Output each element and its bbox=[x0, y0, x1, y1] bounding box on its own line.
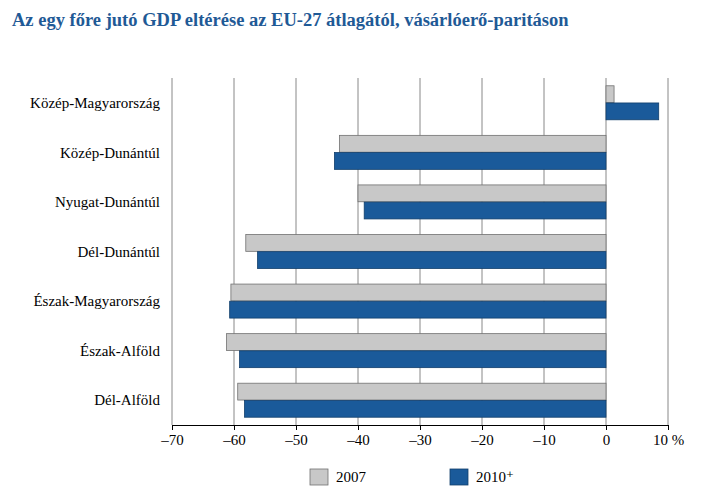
tick: –20 bbox=[470, 425, 494, 448]
bar bbox=[231, 284, 606, 301]
legend-label: 2010⁺ bbox=[476, 469, 514, 485]
bar bbox=[358, 185, 606, 202]
grid-line bbox=[234, 78, 235, 425]
category-label: Észak-Magyarország bbox=[33, 293, 160, 309]
tick-label: –70 bbox=[160, 432, 184, 448]
tick-mark bbox=[606, 425, 607, 430]
tick-mark bbox=[358, 425, 359, 430]
x-axis: –70 –60 –50 –40 –30 –20 –10 0 10 % bbox=[160, 425, 684, 448]
tick-label: –30 bbox=[408, 432, 432, 448]
grid-line bbox=[668, 78, 669, 425]
tick-mark bbox=[668, 425, 669, 430]
category-label: Dél-Dunántúl bbox=[78, 244, 160, 260]
tick: –10 bbox=[532, 425, 556, 448]
tick-label: 10 % bbox=[653, 432, 684, 448]
bar bbox=[339, 135, 606, 152]
tick: 0 bbox=[603, 425, 611, 448]
bar bbox=[258, 252, 606, 269]
tick-label: 0 bbox=[603, 432, 611, 448]
legend-label: 2007 bbox=[336, 469, 367, 485]
bar bbox=[240, 351, 606, 368]
grid bbox=[172, 78, 668, 425]
tick: –40 bbox=[346, 425, 370, 448]
chart: Az egy főre jutó GDP eltérése az EU-27 á… bbox=[0, 0, 717, 504]
tick: –60 bbox=[222, 425, 246, 448]
tick-label: –40 bbox=[346, 432, 370, 448]
category-label: Közép-Magyarország bbox=[30, 95, 160, 111]
bar bbox=[238, 383, 606, 400]
tick-mark bbox=[482, 425, 483, 430]
legend-swatch bbox=[310, 469, 328, 485]
bar bbox=[334, 153, 606, 170]
tick: –30 bbox=[408, 425, 432, 448]
bar bbox=[227, 334, 606, 351]
tick-mark bbox=[544, 425, 545, 430]
bar bbox=[364, 202, 606, 219]
bar bbox=[606, 86, 614, 103]
tick-label: –60 bbox=[222, 432, 246, 448]
category-label: Észak-Alföld bbox=[80, 343, 160, 359]
tick-mark bbox=[420, 425, 421, 430]
legend-swatch bbox=[450, 469, 468, 485]
tick: –50 bbox=[284, 425, 308, 448]
category-label: Dél-Alföld bbox=[94, 392, 160, 408]
tick-mark bbox=[234, 425, 235, 430]
bar bbox=[606, 103, 659, 120]
title: Az egy főre jutó GDP eltérése az EU-27 á… bbox=[12, 10, 569, 30]
tick: –70 bbox=[160, 425, 184, 448]
bars bbox=[227, 86, 659, 417]
tick-label: –20 bbox=[470, 432, 494, 448]
category-label: Közép-Dunántúl bbox=[60, 145, 160, 161]
bar bbox=[245, 400, 606, 417]
tick-label: –50 bbox=[284, 432, 308, 448]
tick-mark bbox=[296, 425, 297, 430]
tick-mark bbox=[172, 425, 173, 430]
tick: 10 % bbox=[653, 425, 684, 448]
y-axis: Közép-Magyarország Közép-Dunántúl Nyugat-D… bbox=[30, 95, 160, 408]
category-label: Nyugat-Dunántúl bbox=[55, 194, 160, 210]
legend: 2007 2010⁺ bbox=[310, 469, 514, 485]
tick-label: –10 bbox=[532, 432, 556, 448]
grid-line bbox=[172, 78, 173, 425]
bar bbox=[246, 234, 606, 251]
bar bbox=[230, 301, 606, 318]
